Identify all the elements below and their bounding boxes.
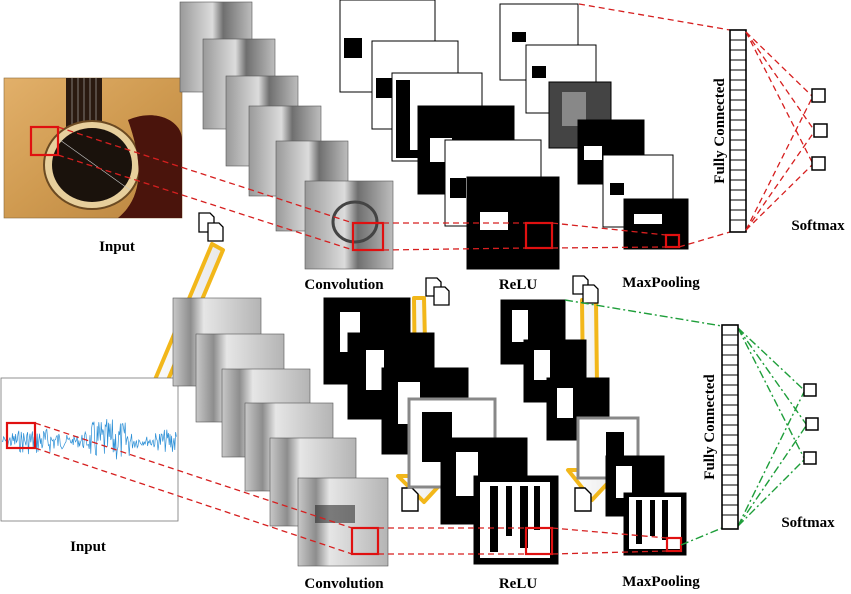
top-maxpooling-stack — [499, 3, 689, 250]
bottom-input-signal-plot — [0, 377, 179, 522]
bottom-softmax-label: Softmax — [781, 515, 835, 531]
bottom-maxpooling-label: MaxPooling — [622, 574, 700, 590]
top-convolution-receptive-field — [351, 221, 385, 252]
bottom-input-label: Input — [70, 539, 106, 555]
copy-document-icon — [198, 212, 224, 242]
top-dashed-connectors — [57, 3, 731, 251]
top-input-receptive-field — [29, 125, 60, 157]
bottom-relu-label: ReLU — [499, 576, 537, 592]
bottom-input-receptive-field — [5, 421, 37, 450]
bottom-dashed-connectors — [34, 422, 668, 555]
bottom-relu-stack — [323, 297, 559, 565]
document-icon — [574, 487, 592, 512]
top-relu-stack — [339, 0, 560, 270]
top-softmax-label: Softmax — [791, 218, 845, 234]
copy-document-icon — [425, 277, 450, 306]
bottom-softmax-nodes — [803, 383, 819, 465]
bottom-relu-receptive-field — [524, 526, 554, 556]
top-fc-to-softmax-connectors — [745, 31, 815, 231]
top-input-label: Input — [99, 239, 135, 255]
top-softmax-nodes — [811, 88, 828, 171]
bottom-green-connectors — [564, 299, 807, 546]
top-convolution-label: Convolution — [304, 277, 384, 293]
top-fully-connected-layer — [729, 29, 747, 233]
bottom-fully-connected-label: Fully Connected — [702, 374, 718, 480]
copy-document-icon — [572, 275, 599, 304]
bottom-convolution-receptive-field — [350, 526, 380, 556]
top-relu-receptive-field — [524, 221, 554, 250]
top-convolution-stack — [179, 1, 394, 270]
document-icon — [401, 487, 419, 512]
top-relu-label: ReLU — [499, 277, 537, 293]
top-fully-connected-label: Fully Connected — [712, 78, 728, 184]
top-maxpooling-receptive-field — [664, 233, 681, 249]
top-maxpooling-label: MaxPooling — [622, 275, 700, 291]
bottom-convolution-stack — [172, 297, 389, 567]
bottom-convolution-label: Convolution — [304, 576, 384, 592]
bottom-fully-connected-layer — [721, 324, 739, 530]
top-input-image — [3, 77, 183, 219]
bottom-maxpooling-stack — [500, 299, 687, 556]
